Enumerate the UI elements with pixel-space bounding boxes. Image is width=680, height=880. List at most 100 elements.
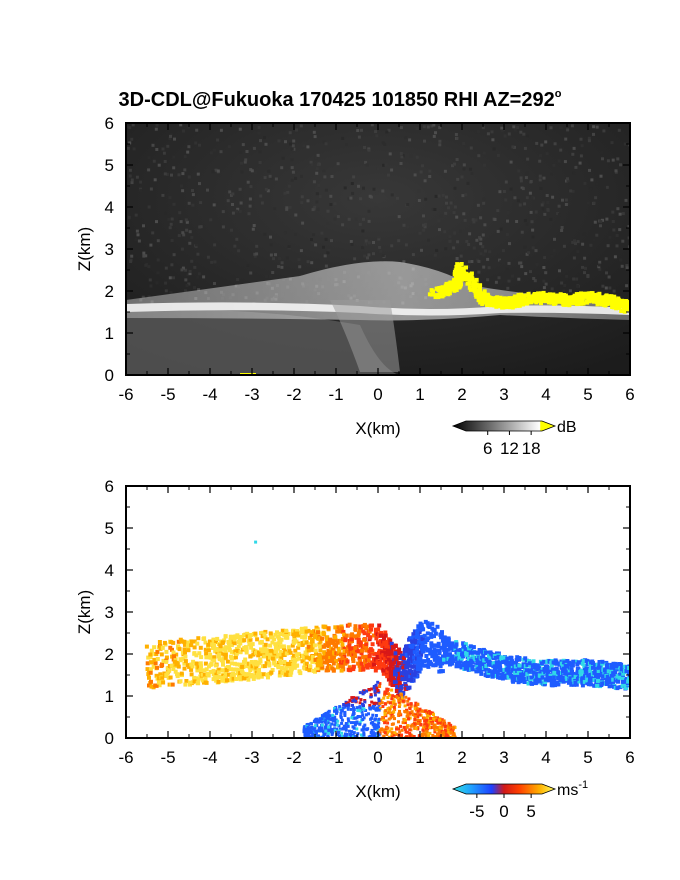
noise-pixel — [601, 200, 605, 204]
velocity-pixel — [300, 635, 305, 640]
noise-pixel — [482, 253, 486, 257]
velocity-pixel — [436, 644, 441, 649]
velocity-pixel — [552, 660, 557, 665]
noise-pixel — [249, 185, 253, 189]
noise-pixel — [128, 141, 132, 145]
saturated-pixel — [427, 292, 432, 297]
saturated-pixel — [579, 301, 584, 306]
noise-pixel — [247, 212, 251, 216]
noise-pixel — [586, 275, 590, 279]
noise-pixel — [452, 211, 456, 215]
noise-pixel — [216, 138, 220, 142]
noise-pixel — [611, 220, 615, 223]
noise-pixel — [362, 217, 365, 221]
velocity-pixel — [362, 725, 366, 729]
saturated-pixel — [622, 304, 626, 309]
velocity-pixel — [585, 659, 590, 664]
velocity-pixel — [379, 641, 384, 646]
noise-pixel — [572, 277, 576, 281]
velocity-pixel — [189, 667, 194, 672]
noise-pixel — [264, 142, 268, 146]
noise-pixel — [280, 166, 284, 170]
noise-pixel — [575, 277, 579, 281]
velocity-pixel — [218, 644, 223, 649]
noise-pixel — [576, 285, 580, 288]
noise-pixel — [424, 197, 428, 201]
velocity-pixel — [263, 629, 268, 634]
velocity-pixel — [227, 672, 231, 677]
velocity-pixel — [165, 671, 170, 676]
noise-pixel — [169, 222, 173, 226]
velocity-pixel — [183, 682, 188, 687]
velocity-pixel — [381, 705, 385, 708]
velocity-pixel — [364, 646, 369, 651]
noise-pixel — [587, 136, 591, 140]
noise-pixel — [445, 201, 448, 205]
noise-pixel — [290, 178, 294, 182]
velocity-pixel — [500, 657, 505, 662]
velocity-pixel — [146, 672, 151, 677]
noise-pixel — [274, 177, 278, 181]
noise-pixel — [592, 132, 595, 136]
noise-pixel — [144, 263, 148, 267]
velocity-pixel — [534, 671, 539, 676]
velocity-pixel — [456, 651, 461, 656]
noise-pixel — [538, 159, 542, 163]
velocity-pixel — [429, 662, 434, 666]
velocity-pixel — [488, 660, 493, 665]
noise-pixel — [269, 243, 273, 247]
velocity-pixel — [333, 715, 337, 719]
velocity-pixel — [320, 714, 324, 718]
velocity-pixel — [433, 654, 437, 659]
noise-pixel — [526, 157, 530, 161]
velocity-pixel — [303, 633, 308, 637]
velocity-pixel — [333, 727, 337, 731]
saturated-pixel — [456, 285, 460, 290]
velocity-pixel — [423, 732, 427, 736]
velocity-pixel — [324, 723, 328, 727]
noise-pixel — [400, 155, 404, 159]
velocity-pixel — [477, 669, 482, 674]
noise-pixel — [404, 136, 408, 140]
velocity-pixel — [427, 625, 432, 629]
velocity-pixel — [328, 659, 332, 663]
velocity-pixel — [367, 629, 372, 634]
velocity-pixel — [242, 633, 246, 638]
velocity-pixel — [621, 671, 626, 676]
noise-pixel — [345, 143, 348, 146]
noise-pixel — [593, 220, 597, 224]
velocity-pixel — [206, 655, 211, 660]
velocity-pixel — [389, 652, 394, 657]
velocity-pixel — [555, 680, 560, 685]
velocity-pixel — [164, 649, 169, 654]
velocity-pixel — [532, 663, 537, 668]
noise-pixel — [333, 202, 337, 206]
noise-pixel — [443, 230, 447, 234]
noise-pixel — [557, 204, 561, 208]
noise-pixel — [164, 211, 168, 215]
noise-pixel — [237, 249, 241, 253]
velocity-pixel — [389, 641, 394, 646]
saturated-pixel — [610, 300, 614, 305]
noise-pixel — [519, 179, 523, 183]
velocity-pixel — [416, 727, 420, 731]
velocity-pixel — [331, 655, 336, 660]
velocity-pixel — [373, 668, 378, 673]
velocity-pixel — [381, 716, 385, 719]
velocity-pixel — [396, 661, 401, 666]
noise-pixel — [360, 128, 363, 132]
noise-pixel — [468, 232, 472, 236]
velocity-pixel — [373, 689, 377, 693]
velocity-pixel — [425, 716, 429, 720]
noise-pixel — [564, 203, 568, 206]
velocity-pixel — [596, 678, 600, 683]
saturated-pixel — [563, 297, 568, 302]
velocity-pixel — [183, 659, 188, 664]
noise-pixel — [378, 245, 382, 249]
noise-pixel — [616, 157, 620, 161]
noise-pixel — [503, 284, 507, 287]
velocity-pixel — [294, 629, 299, 634]
velocity-pixel — [493, 670, 498, 675]
noise-pixel — [129, 260, 133, 263]
